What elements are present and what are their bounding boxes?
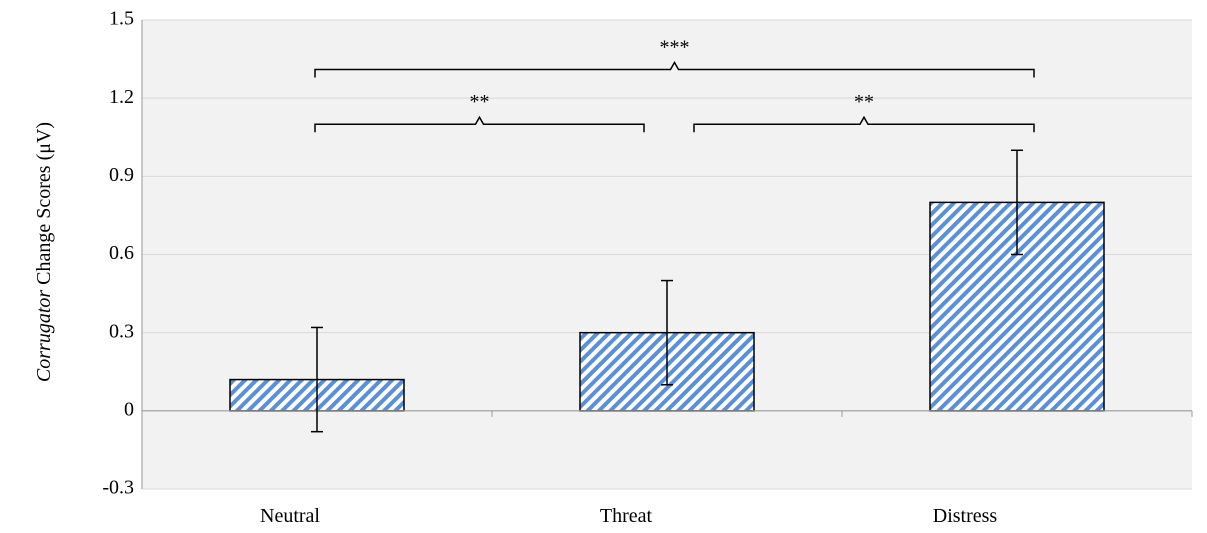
significance-label: ***: [660, 37, 690, 59]
y-tick-label: 1.2: [109, 86, 134, 108]
category-label-neutral: Neutral: [260, 505, 320, 527]
bracket-line: [314, 60, 1035, 78]
y-tick-label: 0: [124, 398, 134, 420]
bracket-line: [693, 115, 1035, 133]
category-label-threat: Threat: [600, 505, 653, 527]
error-bar-threat: [661, 279, 673, 386]
significance-bracket: **: [693, 91, 1035, 133]
significance-bracket: ***: [314, 37, 1035, 78]
error-bar-distress: [1011, 149, 1023, 256]
y-tick-label: 0.6: [109, 242, 134, 264]
y-axis-label-italic: Corrugator: [33, 290, 55, 382]
category-label-distress: Distress: [933, 505, 998, 527]
y-axis-label-rest: Change Scores (μV): [33, 122, 55, 290]
y-tick-label: 0.3: [109, 320, 134, 342]
x-axis-category-labels: Neutral Threat Distress: [260, 505, 997, 527]
y-tick-label: 1.5: [109, 8, 134, 30]
y-axis-tick-labels: -0.3 0 0.3 0.6 0.9 1.2 1.5: [102, 8, 134, 499]
y-tick-label: -0.3: [102, 477, 134, 499]
y-axis-label: Corrugator Change Scores (μV): [33, 122, 55, 382]
significance-label: **: [470, 91, 490, 113]
y-tick-label: 0.9: [109, 164, 134, 186]
significance-bracket: **: [314, 91, 645, 133]
significance-label: **: [854, 91, 874, 113]
error-bar-neutral: [311, 326, 323, 433]
significance-brackets: ** *****: [314, 37, 1035, 133]
bracket-line: [314, 115, 645, 133]
error-bars: [311, 149, 1023, 433]
